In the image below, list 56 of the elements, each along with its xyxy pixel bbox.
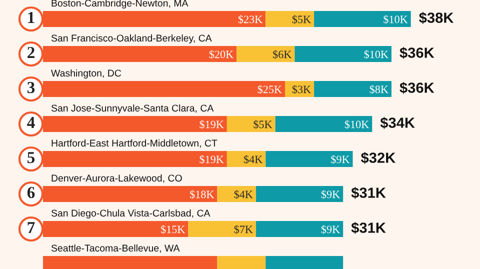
bar [226, 151, 266, 167]
bar [266, 151, 353, 167]
bar [294, 46, 392, 62]
bar [226, 116, 276, 132]
total-label: $31K [351, 186, 386, 199]
text: 5 [28, 152, 35, 164]
data-label: $9K [331, 155, 350, 164]
data-label: $10K [344, 120, 370, 129]
y-tick-label: San Jose-Sunnyvale-Santa Clara, CA [51, 104, 214, 114]
data-label: $25K [258, 85, 282, 94]
bar [285, 81, 314, 97]
y-tick-label: Seattle-Tacoma-Bellevue, WA [51, 244, 180, 253]
total-label: $38K [419, 12, 454, 24]
total-label: $32K [360, 152, 396, 164]
data-label: $5K [254, 120, 272, 129]
bar [256, 221, 344, 237]
data-label: $9K [321, 190, 340, 199]
data-label: $19K [200, 120, 224, 129]
bar [236, 46, 295, 62]
total-label: $36K [400, 82, 434, 94]
data-label: $10K [364, 50, 388, 59]
bar [314, 11, 411, 27]
data-label: $6K [273, 50, 292, 59]
data-label: $4K [244, 155, 263, 164]
bar [275, 116, 372, 132]
text: 3 [27, 82, 35, 94]
data-label: $3K [292, 85, 311, 94]
text: 7 [28, 222, 35, 234]
data-label: $15K [160, 225, 186, 234]
data-label: $5K [292, 15, 311, 24]
bar [314, 81, 392, 97]
y-tick-label: Hartford-East Hartford-Middletown, CT [52, 139, 218, 148]
data-label: $4K [234, 190, 253, 199]
data-label: $18K [190, 190, 214, 199]
y-tick-label: Denver-Aurora-Lakewood, CO [52, 174, 182, 183]
y-tick-label: San Francisco-Oakland-Berkeley, CA [51, 34, 212, 44]
data-label: $7K [234, 225, 253, 234]
data-label: $8K [370, 85, 388, 94]
y-tick-label: Washington, DC [51, 69, 122, 78]
y-tick-label: San Diego-Chula Vista-Carlsbad, CA [51, 209, 210, 218]
total-label: $31K [351, 222, 386, 234]
data-label: $20K [209, 50, 234, 59]
text: 4 [27, 117, 35, 128]
data-label: $19K [200, 155, 224, 164]
text: 2 [28, 46, 34, 58]
bar [188, 221, 256, 237]
data-label: $10K [384, 15, 408, 24]
text: 6 [27, 186, 35, 198]
bar [217, 186, 256, 202]
total-label: $36K [400, 46, 434, 59]
text: 1 [28, 12, 34, 24]
data-label: $9K [321, 225, 340, 234]
total-label: $34K [380, 116, 415, 129]
bar [256, 186, 344, 202]
data-label: $23K [238, 15, 263, 24]
bar [266, 11, 314, 27]
